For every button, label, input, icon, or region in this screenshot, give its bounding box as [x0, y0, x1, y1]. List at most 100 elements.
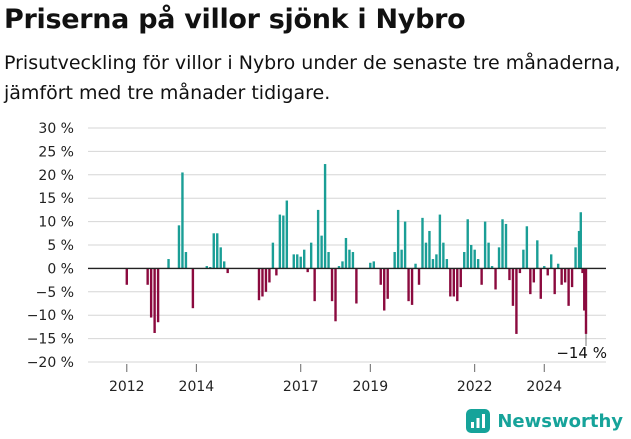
bar — [456, 268, 459, 302]
bar — [543, 266, 546, 269]
x-tick-label: 2024 — [526, 379, 562, 395]
bar — [449, 268, 452, 297]
bar — [320, 235, 323, 269]
bar — [296, 254, 299, 269]
bar — [285, 200, 289, 269]
annotations: −14 % — [556, 333, 607, 362]
bar — [511, 268, 515, 306]
x-axis: 2012 2014 2017 2019 2022 2024 — [109, 364, 562, 395]
bar — [463, 252, 466, 269]
bar — [466, 219, 469, 269]
bar — [583, 268, 586, 311]
bar — [550, 254, 553, 269]
x-tick-label: 2017 — [283, 379, 319, 395]
bar — [483, 221, 487, 269]
y-tick-label: 25 % — [38, 144, 74, 160]
bar — [560, 268, 563, 285]
y-tick-label: −10 % — [27, 308, 74, 324]
bar — [428, 230, 431, 269]
bar — [146, 268, 149, 285]
bar — [579, 212, 582, 269]
bar — [153, 268, 156, 333]
bar — [125, 268, 128, 285]
bar — [205, 266, 208, 269]
bar — [372, 261, 375, 269]
bar — [574, 247, 577, 269]
bar — [337, 266, 341, 269]
bar — [563, 268, 567, 283]
bar — [282, 215, 285, 269]
chart-title: Priserna på villor sjönk i Nybro — [4, 4, 466, 35]
y-tick-label: 20 % — [38, 168, 74, 184]
bar — [278, 214, 282, 269]
bar — [417, 268, 421, 285]
bar — [459, 268, 462, 288]
bar — [577, 230, 581, 269]
bar — [410, 268, 414, 305]
y-tick-label: −20 % — [27, 355, 74, 371]
bar — [223, 261, 226, 269]
bar — [212, 233, 215, 269]
bar — [348, 249, 351, 269]
bar — [386, 268, 389, 299]
bar — [515, 268, 518, 334]
bar — [556, 263, 560, 269]
bar — [216, 233, 219, 269]
bar — [536, 240, 539, 269]
bar — [501, 219, 504, 269]
bar — [323, 164, 327, 269]
bar — [219, 247, 222, 269]
bar-series — [125, 164, 588, 334]
bar — [309, 242, 313, 269]
bar — [529, 268, 532, 295]
bar — [351, 252, 355, 269]
chart-subtitle: Prisutveckling för villor i Nybro under … — [4, 52, 621, 104]
bar — [570, 268, 574, 288]
bar — [355, 268, 358, 304]
bar — [490, 266, 494, 269]
y-tick-label: 10 % — [38, 215, 74, 231]
bar — [424, 242, 428, 269]
bar — [435, 254, 438, 269]
x-tick-label: 2012 — [109, 379, 145, 395]
bar — [299, 256, 302, 269]
bar — [268, 268, 271, 283]
x-tick-label: 2014 — [179, 379, 215, 395]
bar — [306, 268, 309, 273]
bar — [473, 249, 476, 269]
bar — [181, 172, 184, 269]
bar — [494, 268, 497, 290]
bar — [327, 252, 330, 269]
bar — [379, 268, 382, 285]
newsworthy-logo-icon — [466, 409, 491, 433]
bar — [532, 268, 536, 283]
bar — [303, 249, 306, 269]
bar — [584, 268, 588, 334]
bar — [400, 249, 403, 269]
bar — [403, 221, 407, 269]
bar — [539, 268, 542, 299]
bar — [581, 268, 584, 274]
bar — [330, 268, 334, 302]
bar — [487, 242, 490, 269]
bar — [383, 268, 386, 311]
bar — [177, 225, 181, 269]
bar — [341, 261, 344, 269]
bar — [504, 223, 508, 269]
bar — [442, 242, 445, 269]
bar — [567, 268, 570, 306]
bar — [313, 268, 316, 302]
bar — [508, 268, 511, 281]
bar — [167, 259, 170, 269]
bar — [452, 268, 455, 297]
bar — [226, 268, 229, 274]
bar — [480, 268, 483, 285]
bar — [476, 259, 480, 269]
last-value-label: −14 % — [556, 344, 607, 362]
y-tick-label: 30 % — [38, 121, 74, 137]
bar — [257, 268, 261, 301]
brand-name: Newsworthy — [497, 410, 623, 432]
bar — [334, 268, 337, 322]
bar — [421, 217, 424, 269]
